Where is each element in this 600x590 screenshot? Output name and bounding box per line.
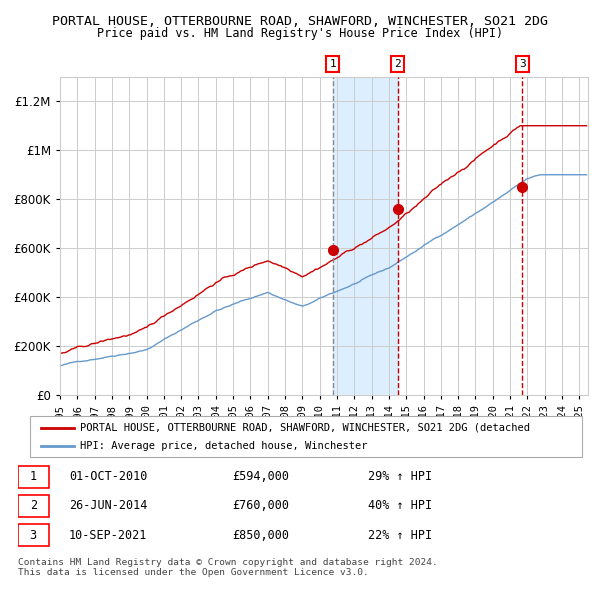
Text: 29% ↑ HPI: 29% ↑ HPI (368, 470, 432, 483)
Text: Contains HM Land Registry data © Crown copyright and database right 2024.
This d: Contains HM Land Registry data © Crown c… (18, 558, 438, 577)
Text: 01-OCT-2010: 01-OCT-2010 (69, 470, 147, 483)
FancyBboxPatch shape (18, 466, 49, 487)
Text: 22% ↑ HPI: 22% ↑ HPI (368, 529, 432, 542)
Text: Price paid vs. HM Land Registry's House Price Index (HPI): Price paid vs. HM Land Registry's House … (97, 27, 503, 40)
Text: 3: 3 (519, 59, 526, 69)
Text: 26-JUN-2014: 26-JUN-2014 (69, 499, 147, 513)
FancyBboxPatch shape (30, 416, 582, 457)
Text: £760,000: £760,000 (232, 499, 289, 513)
Text: 2: 2 (394, 59, 401, 69)
Text: 10-SEP-2021: 10-SEP-2021 (69, 529, 147, 542)
Text: HPI: Average price, detached house, Winchester: HPI: Average price, detached house, Winc… (80, 441, 367, 451)
Text: PORTAL HOUSE, OTTERBOURNE ROAD, SHAWFORD, WINCHESTER, SO21 2DG: PORTAL HOUSE, OTTERBOURNE ROAD, SHAWFORD… (52, 15, 548, 28)
Text: PORTAL HOUSE, OTTERBOURNE ROAD, SHAWFORD, WINCHESTER, SO21 2DG (detached: PORTAL HOUSE, OTTERBOURNE ROAD, SHAWFORD… (80, 422, 530, 432)
Text: 2: 2 (29, 499, 37, 513)
FancyBboxPatch shape (18, 524, 49, 546)
FancyBboxPatch shape (18, 495, 49, 517)
Text: £850,000: £850,000 (232, 529, 289, 542)
Text: 40% ↑ HPI: 40% ↑ HPI (368, 499, 432, 513)
Text: 1: 1 (329, 59, 336, 69)
Bar (332, 77, 398, 395)
Text: 1: 1 (29, 470, 37, 483)
Text: 3: 3 (29, 529, 37, 542)
Text: £594,000: £594,000 (232, 470, 289, 483)
